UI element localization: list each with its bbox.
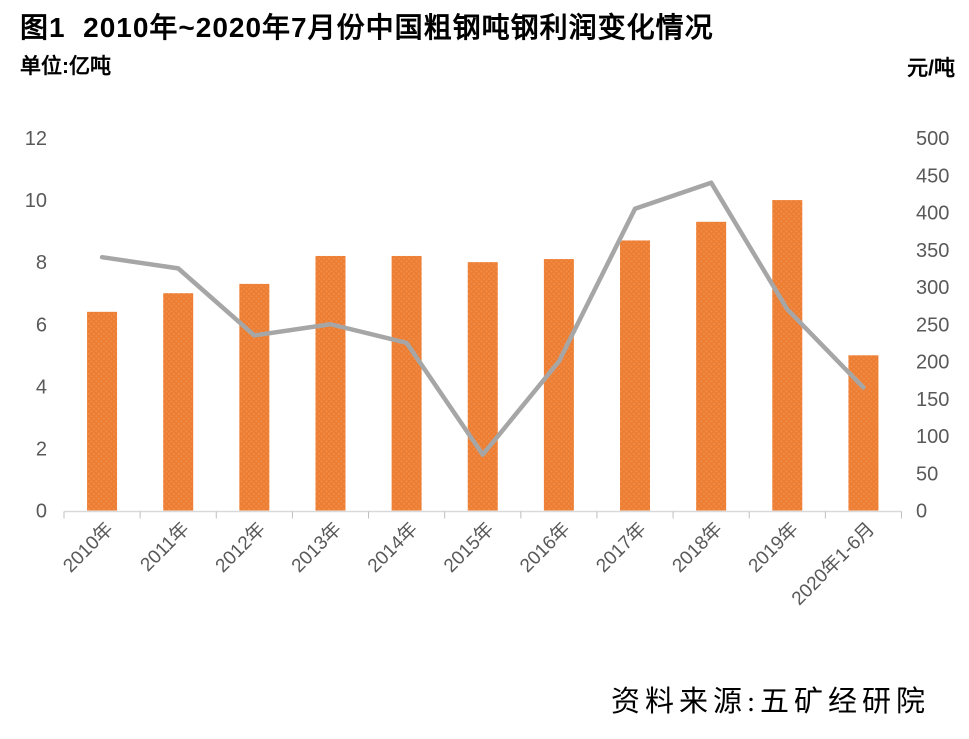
- right-axis-tick-label: 150: [916, 389, 949, 411]
- output-bar: [696, 221, 727, 511]
- right-axis-tick-label: 50: [916, 463, 938, 485]
- profit-line: [99, 180, 866, 457]
- right-axis-tick-label: 0: [916, 501, 927, 523]
- right-axis-tick-label: 350: [916, 240, 949, 262]
- output-bar: [772, 200, 803, 511]
- output-bar: [87, 311, 118, 511]
- output-bar: [391, 255, 422, 511]
- x-axis-label: 2016年: [516, 518, 575, 577]
- x-axis-label: 2014年: [363, 518, 422, 577]
- left-axis-tick-label: 6: [36, 314, 47, 336]
- right-axis-tick-label: 400: [916, 203, 949, 225]
- x-axis-label: 2019年: [744, 518, 803, 577]
- output-bar: [620, 240, 651, 511]
- x-axis-label: 2013年: [287, 518, 346, 577]
- left-axis-unit-label: 单位:亿吨: [20, 55, 111, 78]
- source-attribution: 资料来源:五矿经研院: [610, 686, 930, 718]
- output-bar: [848, 355, 879, 511]
- left-axis-tick-label: 0: [36, 501, 47, 523]
- right-axis-tick-label: 250: [916, 314, 949, 336]
- left-axis-tick-label: 2: [36, 438, 47, 460]
- output-bar: [239, 283, 270, 511]
- right-axis-tick-label: 100: [916, 426, 949, 448]
- left-axis-tick-label: 4: [36, 376, 47, 398]
- left-axis-tick-label: 10: [25, 190, 47, 212]
- x-axis-label: 2010年: [59, 518, 118, 577]
- right-axis-unit-label: 元/吨: [907, 57, 955, 80]
- x-axis-label: 2017年: [592, 518, 651, 577]
- x-axis-label: 2018年: [668, 518, 727, 577]
- output-bar: [163, 293, 194, 511]
- right-axis-tick-label: 200: [916, 352, 949, 374]
- output-bar: [467, 262, 498, 511]
- output-bar: [543, 259, 574, 511]
- chart-title: 图1 2010年~2020年7月份中国粗钢吨钢利润变化情况: [20, 12, 714, 43]
- x-axis-label: 2015年: [439, 518, 498, 577]
- x-axis-label: 2012年: [211, 518, 270, 577]
- right-axis-tick-label: 450: [916, 165, 949, 187]
- left-axis-tick-label: 8: [36, 252, 47, 274]
- right-axis-tick-label: 300: [916, 277, 949, 299]
- left-axis-tick-label: 12: [25, 128, 47, 150]
- right-axis-tick-label: 500: [916, 128, 949, 150]
- output-bar: [315, 255, 346, 511]
- x-axis-label: 2011年: [136, 518, 194, 576]
